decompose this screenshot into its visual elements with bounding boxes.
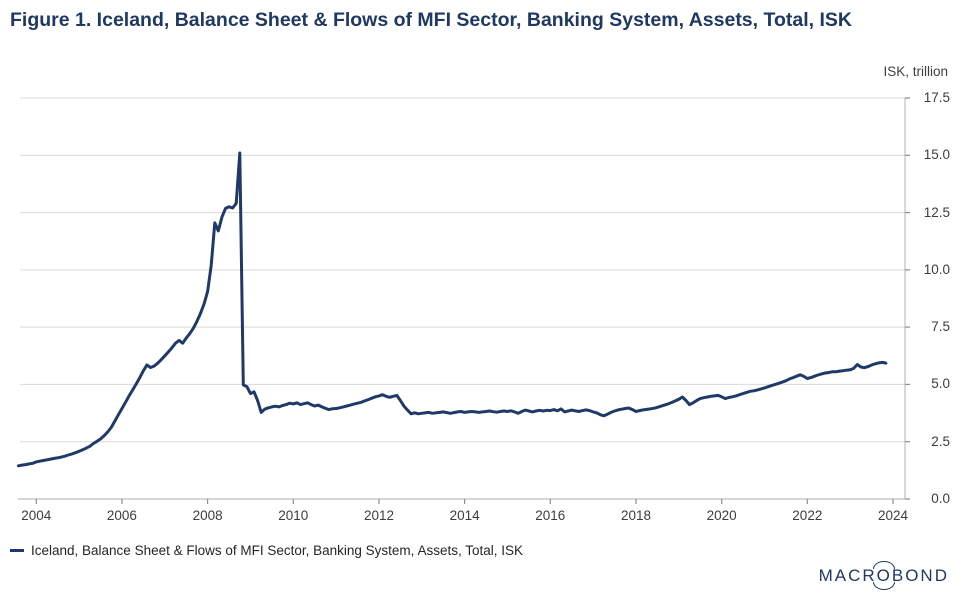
y-axis-label: 7.5: [931, 319, 950, 335]
legend: Iceland, Balance Sheet & Flows of MFI Se…: [10, 543, 523, 558]
y-axis-label: 10.0: [923, 261, 950, 277]
macrobond-logo: MACR OBOND: [818, 561, 949, 590]
y-axis-label: 2.5: [931, 433, 950, 449]
y-axis-label: 15.0: [923, 147, 950, 163]
x-axis-label: 2008: [192, 508, 223, 523]
legend-line-marker: [10, 549, 24, 552]
logo-arc-top-icon: [872, 561, 895, 569]
x-axis-label: 2004: [21, 508, 52, 523]
y-axis-label: 17.5: [923, 90, 950, 105]
x-axis-label: 2014: [449, 508, 480, 523]
legend-label: Iceland, Balance Sheet & Flows of MFI Se…: [31, 543, 523, 558]
y-axis-label: 0.0: [931, 491, 950, 506]
y-axis-label: 12.5: [923, 204, 950, 220]
y-axis-unit-label: ISK, trillion: [883, 64, 948, 79]
x-axis-label: 2022: [792, 508, 823, 523]
figure-title: Figure 1. Iceland, Balance Sheet & Flows…: [10, 9, 852, 31]
x-axis-label: 2006: [106, 508, 137, 523]
x-axis-label: 2016: [535, 508, 566, 523]
x-axis-label: 2020: [706, 508, 737, 523]
x-axis-label: 2018: [620, 508, 651, 523]
x-axis-label: 2024: [877, 508, 909, 523]
logo-text-left: MACR: [818, 566, 877, 585]
logo-letter-o: O: [872, 561, 895, 590]
series-line: [16, 151, 888, 468]
logo-text-right: BOND: [891, 566, 949, 585]
x-axis-label: 2012: [363, 508, 394, 523]
x-axis-label: 2010: [278, 508, 309, 523]
y-axis-label: 5.0: [931, 376, 950, 392]
